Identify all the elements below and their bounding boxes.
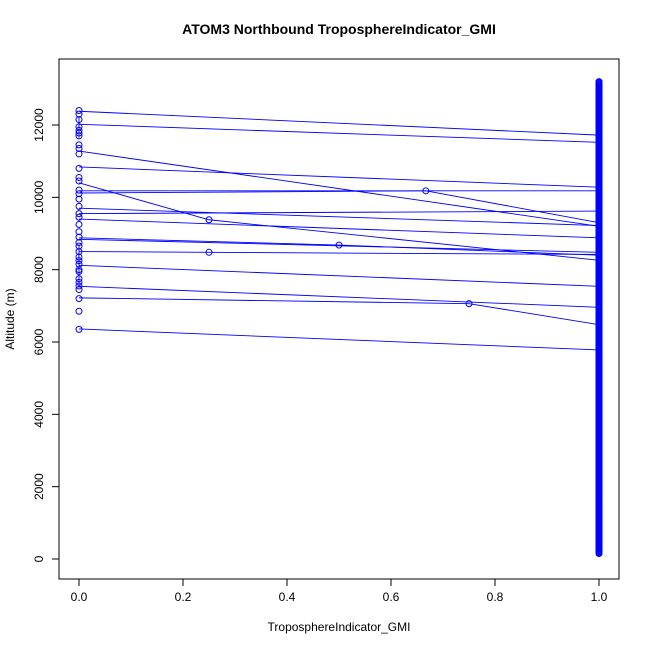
- series-line-segment: [78, 237, 340, 246]
- data-point: [75, 282, 83, 290]
- data-point: [75, 239, 83, 247]
- data-point: [75, 275, 83, 283]
- data-point: [75, 253, 83, 261]
- data-point: [75, 286, 83, 294]
- data-point: [75, 213, 83, 221]
- y-tick-label: 12000: [32, 108, 46, 142]
- x-tick-label: 0.8: [487, 590, 504, 604]
- series-line-segment: [78, 264, 600, 287]
- data-point: [75, 132, 83, 140]
- x-tick-label: 0.4: [279, 590, 296, 604]
- series-lines: [78, 110, 600, 351]
- data-point: [75, 210, 83, 218]
- data-point: [75, 307, 83, 315]
- y-tick-label: 4000: [32, 401, 46, 428]
- series-line-segment: [78, 285, 600, 308]
- data-point: [75, 186, 83, 194]
- data-point: [75, 260, 83, 268]
- data-point: [335, 241, 343, 249]
- series-line-segment: [78, 238, 600, 253]
- data-point: [75, 257, 83, 265]
- data-point: [75, 173, 83, 181]
- x-tick-label: 1.0: [591, 590, 608, 604]
- data-point: [75, 228, 83, 236]
- y-axis-title: Altitude (m): [3, 288, 17, 349]
- series-line-segment: [78, 182, 210, 221]
- series-line-segment: [78, 210, 600, 215]
- data-point: [75, 116, 83, 124]
- series-line-segment: [78, 218, 600, 239]
- chart-title: ATOM3 Northbound TroposphereIndicator_GM…: [182, 21, 496, 37]
- series-line-segment: [78, 166, 600, 188]
- data-point: [75, 248, 83, 256]
- data-point: [205, 248, 213, 256]
- data-point: [75, 190, 83, 198]
- series-line-segment: [78, 190, 426, 194]
- x-tick-label: 0.0: [71, 590, 88, 604]
- series-line-segment: [78, 297, 470, 305]
- data-point: [75, 141, 83, 149]
- data-point: [75, 129, 83, 137]
- data-point: [595, 78, 603, 86]
- series-line-segment: [78, 251, 210, 253]
- x-tick-label: 0.2: [175, 590, 192, 604]
- series-points: [75, 78, 603, 558]
- series-line-segment: [468, 303, 600, 326]
- data-point: [75, 177, 83, 185]
- data-point: [75, 266, 83, 274]
- data-point: [75, 150, 83, 158]
- series-line-segment: [78, 328, 600, 351]
- data-point: [75, 126, 83, 134]
- data-point: [75, 295, 83, 303]
- series-line-segment: [425, 190, 600, 224]
- y-tick-label: 2000: [32, 473, 46, 500]
- plot-frame: [58, 58, 620, 580]
- data-point: [75, 195, 83, 203]
- data-point: [75, 107, 83, 115]
- data-point: [422, 187, 430, 195]
- data-point: [75, 202, 83, 210]
- data-point: [75, 267, 83, 275]
- data-point: [75, 164, 83, 172]
- data-point: [75, 242, 83, 250]
- x-tick-label: 0.6: [383, 590, 400, 604]
- series-line-segment: [78, 123, 600, 143]
- y-tick-label: 6000: [32, 328, 46, 355]
- data-point: [75, 110, 83, 118]
- series-line-segment: [78, 207, 600, 226]
- series-line-segment: [78, 110, 600, 136]
- y-tick-label: 8000: [32, 256, 46, 283]
- x-axis-title: TroposphereIndicator_GMI: [268, 620, 411, 634]
- axes: 0.0 0.2 0.4 0.6 0.8 1.0 0 2000 4000 6000 8000 10000…: [32, 108, 608, 604]
- series-line-segment: [78, 150, 600, 227]
- data-point: [465, 300, 473, 308]
- data-point: [205, 216, 213, 224]
- data-point: [75, 325, 83, 333]
- data-point: [75, 233, 83, 241]
- series-line-segment: [208, 251, 600, 255]
- data-point: [75, 278, 83, 286]
- y-tick-label: 10000: [32, 180, 46, 214]
- y-tick-label: 0: [32, 555, 46, 562]
- data-point: [75, 145, 83, 153]
- data-point: [75, 220, 83, 228]
